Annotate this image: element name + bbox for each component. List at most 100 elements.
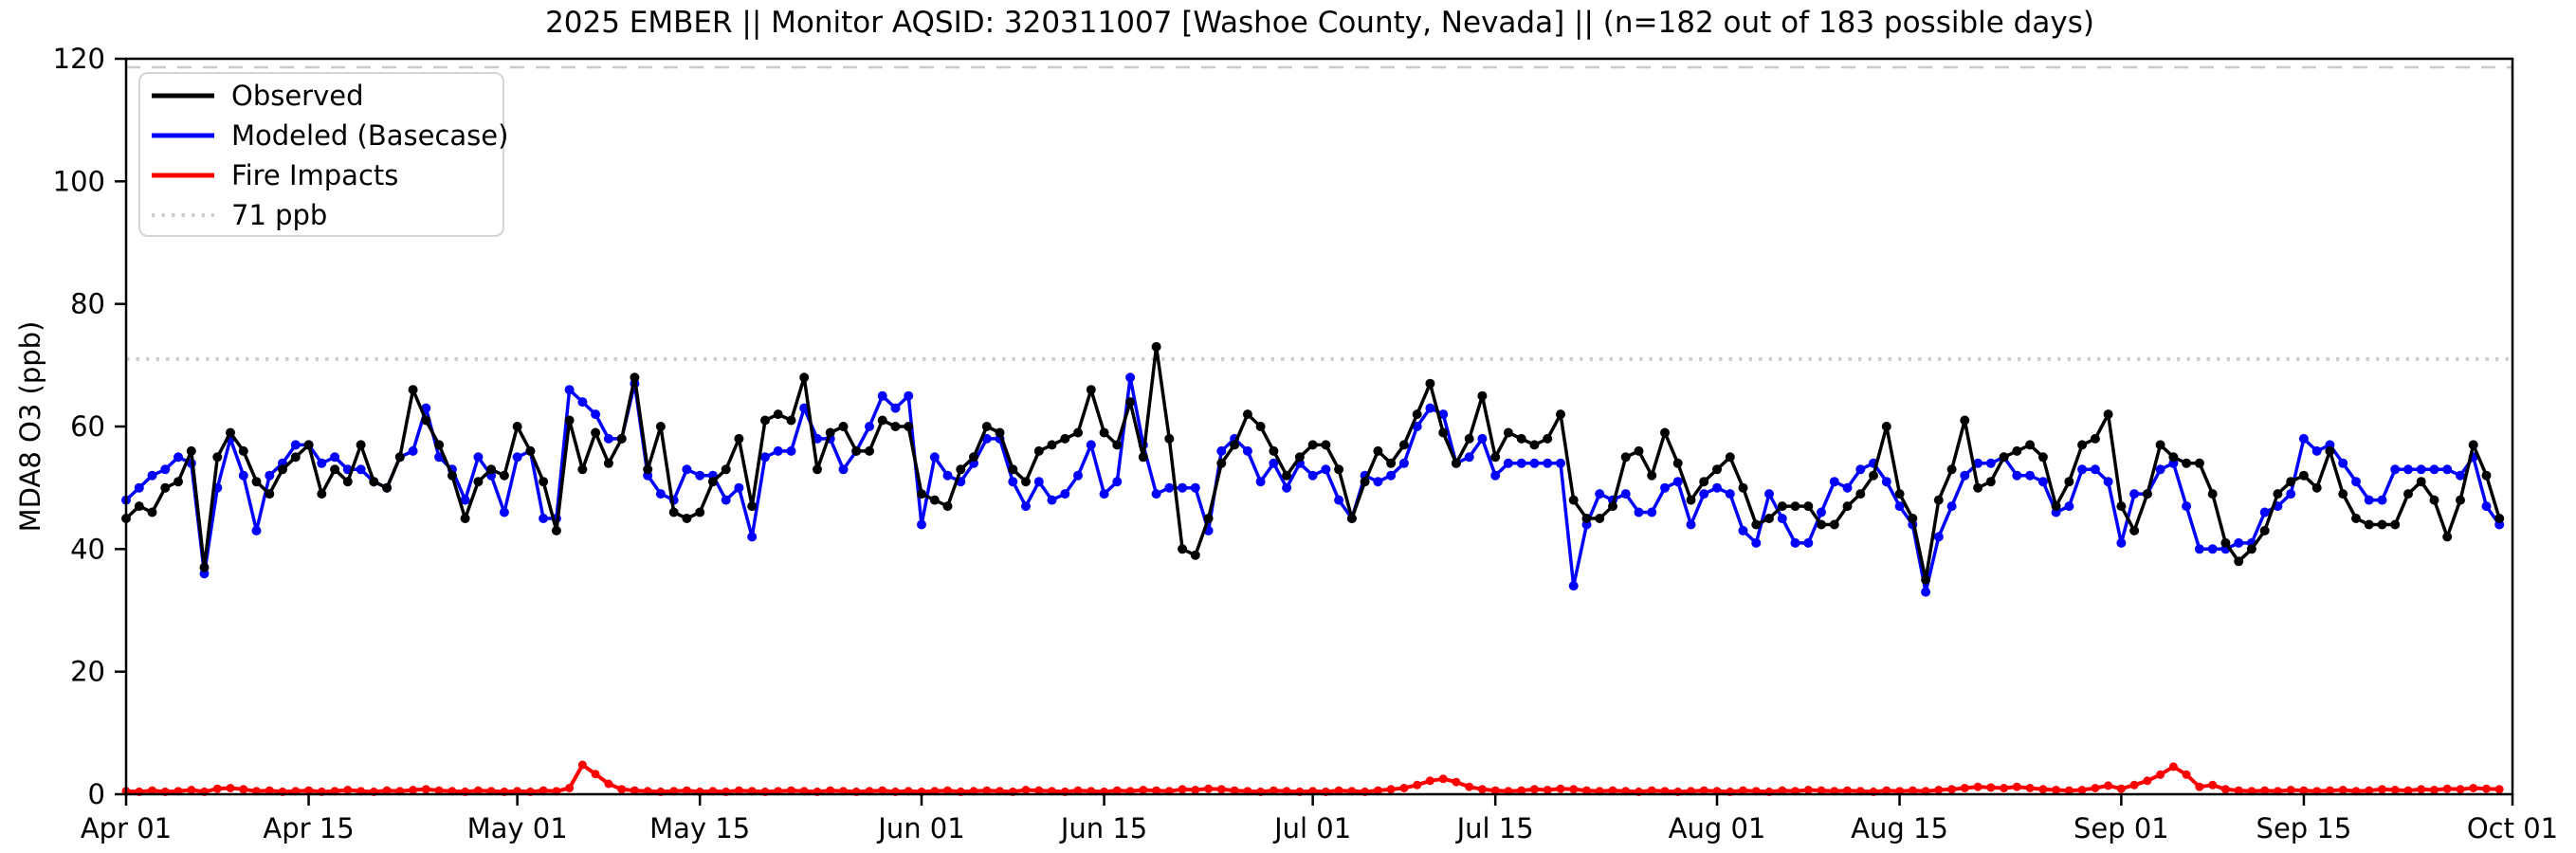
- data-point-observed: [1699, 477, 1709, 487]
- data-point-observed: [682, 514, 692, 523]
- data-point-observed: [1516, 433, 1526, 444]
- data-point-fire-impacts: [2430, 786, 2439, 794]
- data-point-observed: [1242, 409, 1252, 420]
- data-point-observed: [212, 452, 223, 463]
- data-point-observed: [1568, 495, 1579, 505]
- data-point-fire-impacts: [1960, 784, 1969, 792]
- data-point-observed: [1608, 501, 1617, 512]
- data-point-observed: [1946, 464, 1957, 475]
- data-point-fire-impacts: [2116, 784, 2126, 793]
- data-point-observed: [1634, 445, 1644, 456]
- data-point-modeled-basecase: [2298, 433, 2309, 444]
- data-point-modeled-basecase: [1634, 507, 1644, 517]
- data-point-fire-impacts: [2456, 785, 2465, 794]
- data-point-observed: [551, 525, 561, 535]
- plot-border: [124, 57, 2514, 796]
- data-point-modeled-basecase: [1842, 482, 1853, 493]
- data-point-modeled-basecase: [1751, 537, 1762, 548]
- data-point-observed: [1346, 514, 1357, 523]
- data-point-observed: [1321, 440, 1331, 450]
- data-point-modeled-basecase: [1881, 477, 1891, 487]
- data-point-observed: [995, 427, 1005, 438]
- data-point-fire-impacts: [734, 786, 743, 795]
- data-point-fire-impacts: [1191, 786, 1200, 794]
- data-point-observed: [851, 445, 862, 456]
- data-point-fire-impacts: [1269, 786, 1278, 795]
- data-point-fire-impacts: [473, 786, 483, 795]
- data-point-modeled-basecase: [1699, 489, 1709, 499]
- data-point-fire-impacts: [2025, 784, 2035, 792]
- y-tick-label: 80: [70, 288, 105, 320]
- x-tick-label: Apr 15: [263, 812, 354, 844]
- data-point-observed: [904, 422, 914, 431]
- data-point-observed: [1686, 495, 1696, 505]
- data-point-observed: [1647, 470, 1657, 481]
- x-tick-label: Oct 01: [2467, 812, 2558, 844]
- data-point-modeled-basecase: [2025, 470, 2036, 481]
- data-point-modeled-basecase: [1490, 470, 1501, 481]
- data-point-modeled-basecase: [1921, 587, 1931, 597]
- data-point-observed: [2442, 532, 2453, 542]
- data-point-observed: [2351, 514, 2361, 523]
- data-point-observed: [760, 415, 770, 426]
- data-point-fire-impacts: [1373, 786, 1382, 795]
- data-point-modeled-basecase: [1894, 501, 1905, 512]
- data-point-modeled-basecase: [1686, 519, 1696, 530]
- data-point-fire-impacts: [539, 786, 548, 795]
- data-point-fire-impacts: [1178, 785, 1187, 794]
- data-point-observed: [2116, 501, 2127, 512]
- data-point-modeled-basecase: [2442, 464, 2453, 475]
- data-point-fire-impacts: [265, 786, 274, 795]
- data-point-fire-impacts: [382, 786, 392, 795]
- data-point-fire-impacts: [1908, 786, 1917, 795]
- data-point-fire-impacts: [2378, 785, 2386, 794]
- data-point-observed: [1829, 519, 1839, 530]
- data-point-observed: [1425, 378, 1435, 389]
- data-point-observed: [174, 477, 183, 487]
- data-point-fire-impacts: [2104, 781, 2113, 790]
- data-point-observed: [1620, 452, 1631, 463]
- data-point-observed: [2429, 495, 2439, 505]
- y-tick-label: 20: [70, 656, 105, 688]
- data-point-observed: [1556, 409, 1565, 420]
- data-point-fire-impacts: [2195, 782, 2204, 791]
- data-point-fire-impacts: [2482, 784, 2491, 793]
- data-point-fire-impacts: [2077, 786, 2087, 794]
- data-point-modeled-basecase: [2064, 501, 2074, 512]
- data-point-observed: [1008, 464, 1018, 475]
- data-point-fire-impacts: [2260, 786, 2270, 795]
- data-point-fire-impacts: [1334, 786, 1343, 795]
- data-point-modeled-basecase: [1047, 495, 1057, 505]
- data-point-modeled-basecase: [251, 525, 262, 535]
- data-point-fire-impacts: [1139, 786, 1148, 794]
- data-point-observed: [838, 422, 849, 431]
- data-point-fire-impacts: [1230, 786, 1239, 795]
- data-point-modeled-basecase: [904, 390, 914, 401]
- data-point-fire-impacts: [1529, 785, 1539, 794]
- data-point-modeled-basecase: [539, 514, 549, 523]
- data-point-fire-impacts: [943, 786, 952, 795]
- data-point-observed: [160, 482, 171, 493]
- data-point-modeled-basecase: [160, 464, 171, 475]
- data-point-fire-impacts: [1517, 786, 1526, 795]
- data-point-fire-impacts: [2143, 776, 2152, 786]
- data-point-modeled-basecase: [1164, 482, 1175, 493]
- data-point-fire-impacts: [304, 786, 314, 795]
- data-point-observed: [1464, 433, 1474, 444]
- data-point-observed: [382, 482, 393, 493]
- data-point-observed: [499, 470, 509, 481]
- data-point-modeled-basecase: [2429, 464, 2439, 475]
- data-point-fire-impacts: [212, 784, 222, 793]
- data-point-observed: [1712, 464, 1722, 475]
- data-point-fire-impacts: [1582, 786, 1591, 795]
- data-point-modeled-basecase: [1503, 458, 1513, 468]
- data-point-fire-impacts: [226, 784, 235, 792]
- data-point-modeled-basecase: [577, 397, 588, 408]
- data-point-observed: [2142, 489, 2152, 499]
- data-point-modeled-basecase: [2338, 458, 2348, 468]
- data-point-fire-impacts: [1112, 786, 1122, 795]
- data-point-fire-impacts: [434, 786, 444, 795]
- data-point-modeled-basecase: [773, 445, 783, 456]
- data-point-fire-impacts: [1413, 780, 1422, 789]
